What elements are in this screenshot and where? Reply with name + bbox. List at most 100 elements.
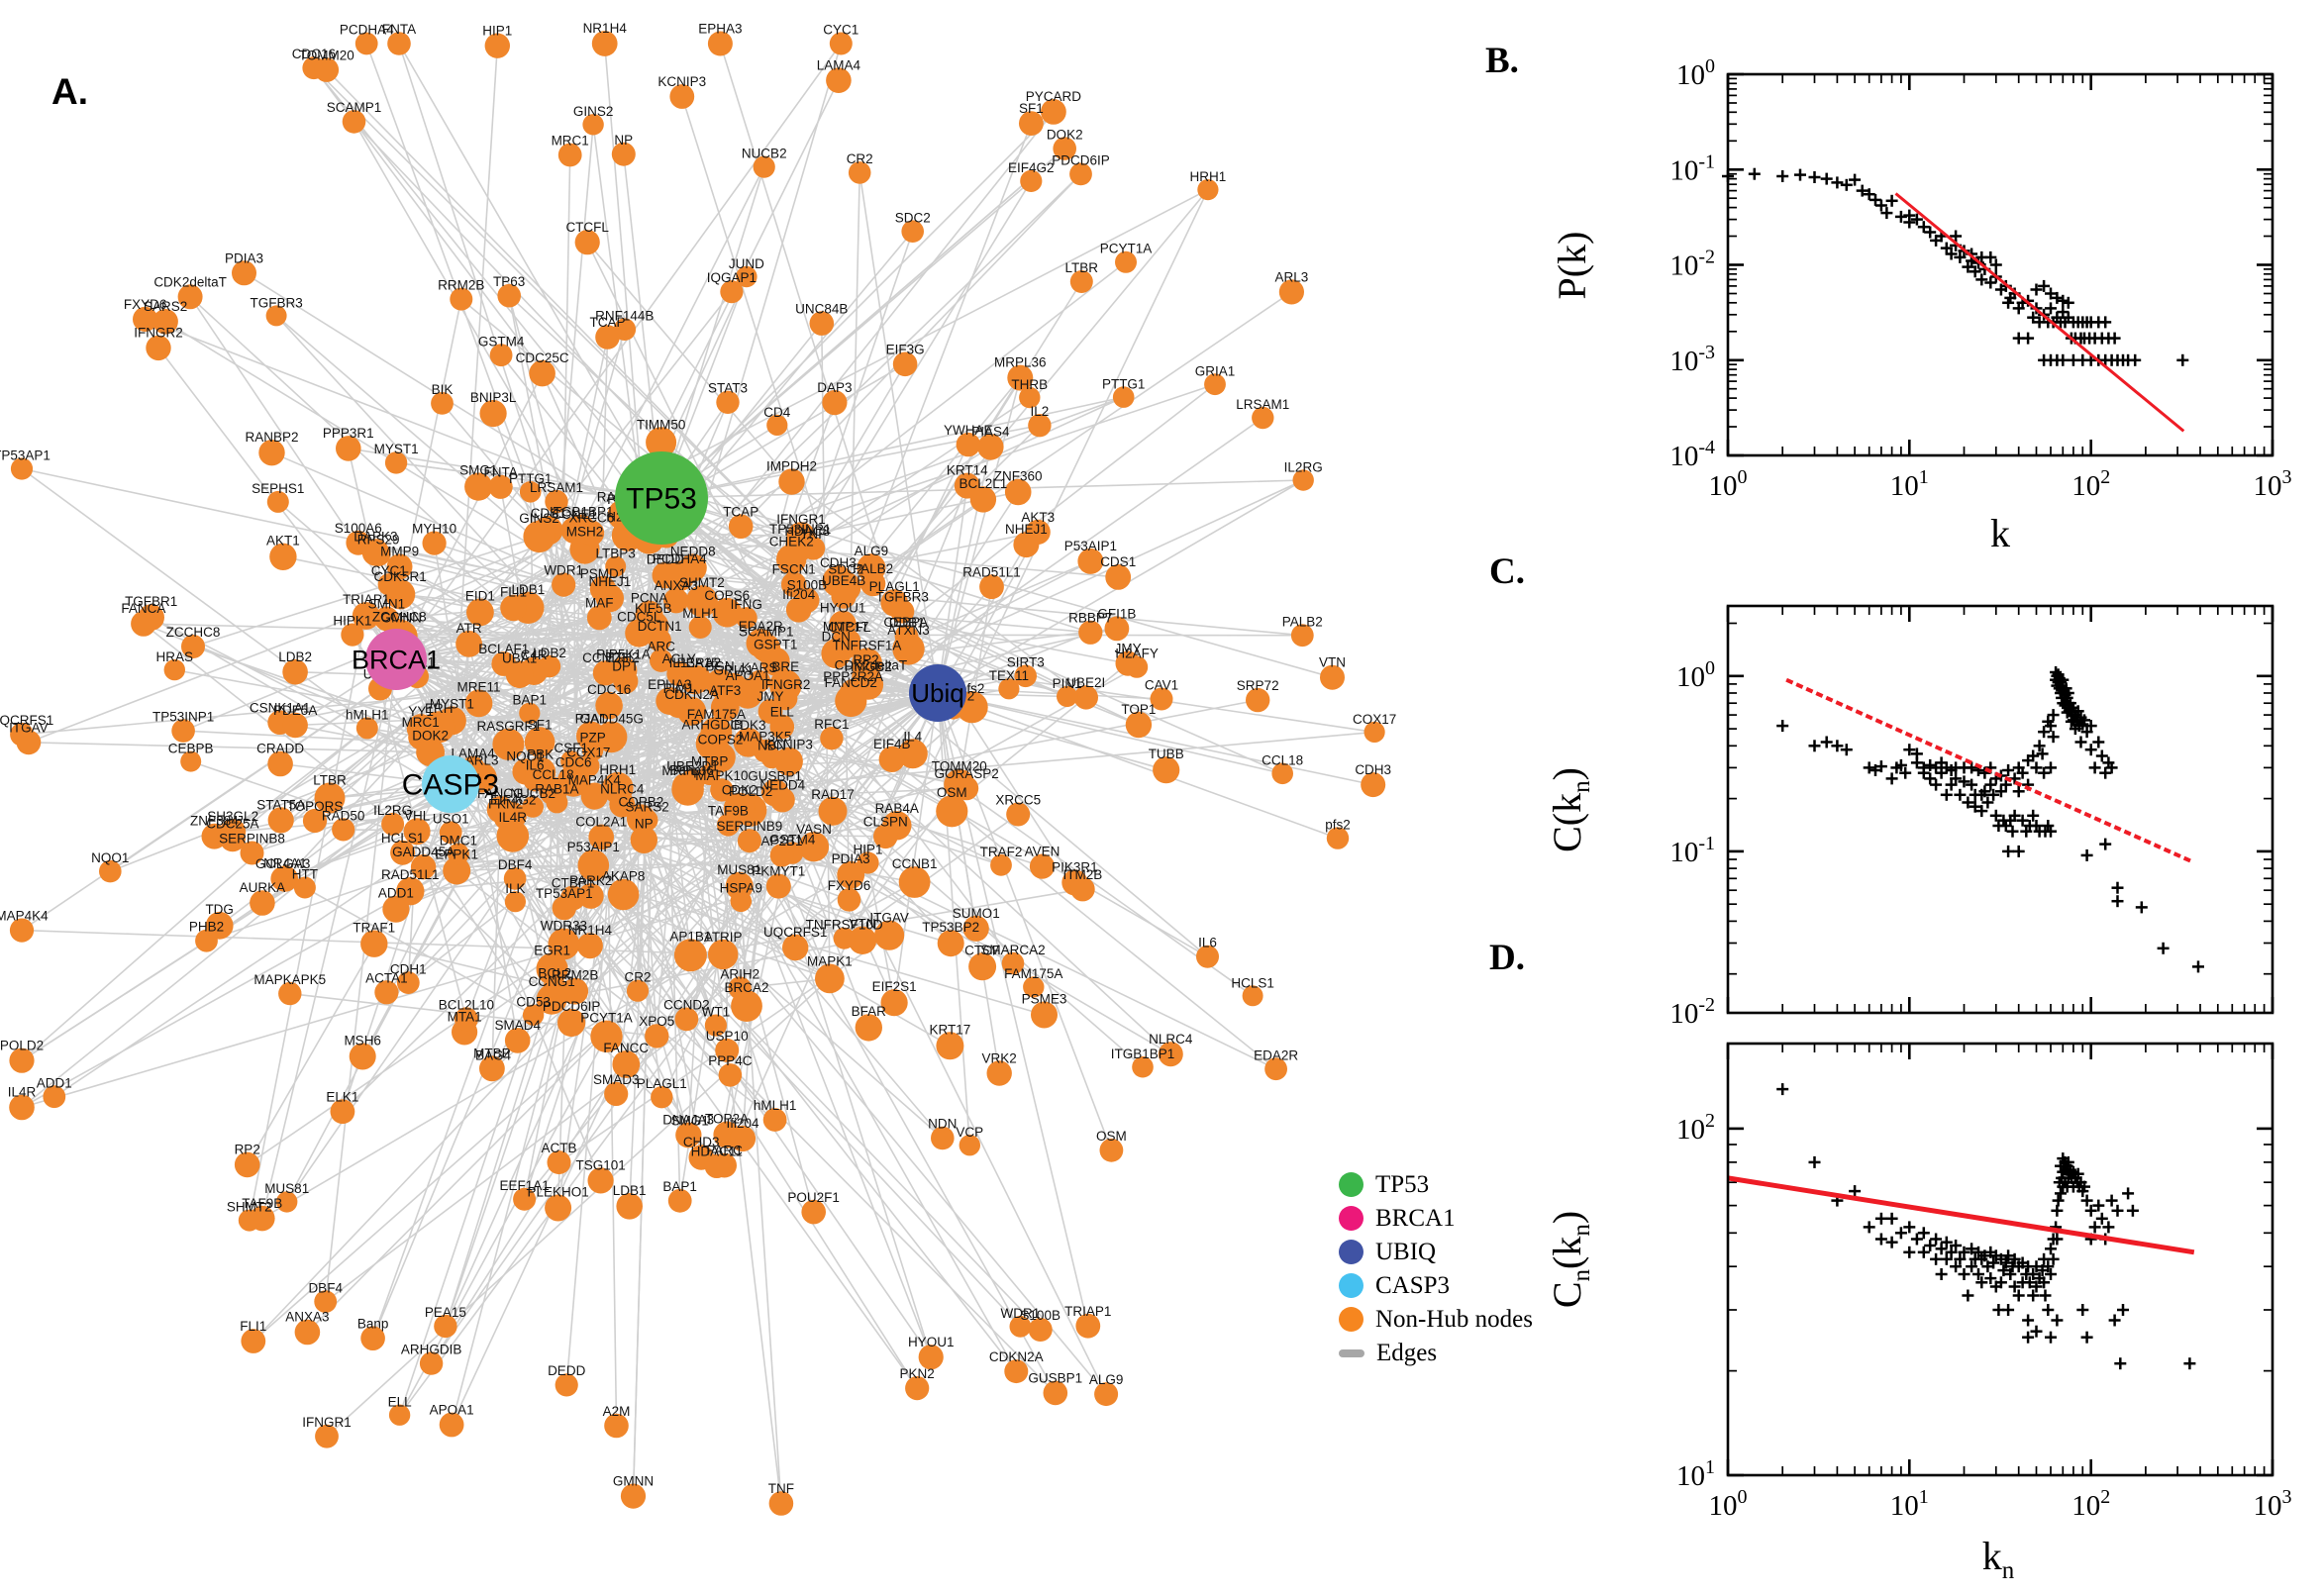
network-node[interactable] bbox=[990, 853, 1012, 876]
network-node[interactable] bbox=[591, 31, 618, 56]
network-node[interactable] bbox=[557, 1008, 586, 1038]
network-node[interactable] bbox=[267, 750, 293, 777]
network-node[interactable] bbox=[519, 702, 541, 724]
network-node[interactable] bbox=[1075, 1313, 1101, 1339]
network-node[interactable] bbox=[434, 1314, 457, 1339]
hub-node-brca1[interactable] bbox=[365, 629, 427, 690]
network-node[interactable] bbox=[648, 628, 671, 652]
network-node[interactable] bbox=[1099, 1138, 1124, 1162]
network-node[interactable] bbox=[616, 1193, 643, 1220]
network-node[interactable] bbox=[560, 885, 585, 911]
network-node[interactable] bbox=[181, 635, 205, 658]
network-node[interactable] bbox=[523, 520, 556, 553]
network-node[interactable] bbox=[513, 1187, 537, 1211]
network-node[interactable] bbox=[730, 890, 753, 913]
network-node[interactable] bbox=[818, 796, 848, 826]
network-node[interactable] bbox=[901, 220, 924, 243]
network-node[interactable] bbox=[1029, 853, 1056, 879]
network-node[interactable] bbox=[663, 588, 689, 614]
network-node[interactable] bbox=[673, 939, 707, 972]
network-node[interactable] bbox=[464, 689, 493, 718]
network-node[interactable] bbox=[384, 451, 408, 474]
network-node[interactable] bbox=[577, 849, 610, 881]
network-node[interactable] bbox=[831, 629, 860, 659]
network-node[interactable] bbox=[589, 575, 617, 603]
network-node[interactable] bbox=[723, 792, 756, 825]
network-node[interactable] bbox=[466, 598, 494, 627]
network-node[interactable] bbox=[720, 280, 744, 304]
network-node[interactable] bbox=[592, 660, 619, 686]
network-node[interactable] bbox=[1070, 876, 1095, 902]
network-node[interactable] bbox=[346, 530, 371, 555]
network-node[interactable] bbox=[529, 359, 556, 387]
network-node[interactable] bbox=[979, 574, 1004, 600]
network-node[interactable] bbox=[152, 309, 178, 335]
network-node[interactable] bbox=[234, 1151, 260, 1178]
network-node[interactable] bbox=[332, 818, 355, 842]
network-node[interactable] bbox=[403, 818, 431, 846]
network-node[interactable] bbox=[955, 776, 979, 801]
network-node[interactable] bbox=[1019, 111, 1044, 136]
network-node[interactable] bbox=[954, 472, 980, 499]
network-node[interactable] bbox=[587, 1167, 614, 1194]
network-node[interactable] bbox=[729, 1125, 757, 1152]
network-node[interactable] bbox=[1041, 99, 1066, 125]
network-node[interactable] bbox=[760, 647, 790, 676]
network-node[interactable] bbox=[220, 819, 247, 845]
network-node[interactable] bbox=[605, 555, 627, 577]
network-node[interactable] bbox=[880, 989, 908, 1017]
network-node[interactable] bbox=[892, 351, 918, 377]
network-node[interactable] bbox=[423, 711, 455, 744]
network-node[interactable] bbox=[1028, 1318, 1053, 1342]
network-node[interactable] bbox=[1105, 564, 1132, 590]
network-node[interactable] bbox=[557, 143, 582, 167]
network-node[interactable] bbox=[314, 1290, 338, 1313]
network-node[interactable] bbox=[486, 796, 514, 824]
network-node[interactable] bbox=[733, 728, 763, 757]
network-node[interactable] bbox=[977, 434, 1004, 460]
network-node[interactable] bbox=[1019, 386, 1041, 409]
network-node[interactable] bbox=[1013, 532, 1040, 558]
network-node[interactable] bbox=[685, 585, 718, 618]
network-node[interactable] bbox=[1361, 772, 1386, 798]
network-node[interactable] bbox=[557, 764, 590, 797]
network-node[interactable] bbox=[10, 457, 34, 480]
network-node[interactable] bbox=[898, 866, 931, 898]
network-node[interactable] bbox=[748, 669, 771, 693]
network-node[interactable] bbox=[431, 392, 454, 415]
network-node[interactable] bbox=[488, 474, 513, 499]
network-node[interactable] bbox=[1028, 414, 1052, 438]
network-node[interactable] bbox=[1006, 802, 1031, 827]
network-node[interactable] bbox=[704, 1014, 728, 1037]
network-node[interactable] bbox=[956, 432, 980, 457]
network-node[interactable] bbox=[705, 742, 736, 773]
network-node[interactable] bbox=[265, 305, 287, 327]
network-node[interactable] bbox=[374, 606, 399, 632]
network-node[interactable] bbox=[269, 543, 297, 570]
network-node[interactable] bbox=[387, 32, 411, 55]
network-node[interactable] bbox=[365, 542, 391, 566]
network-node[interactable] bbox=[1290, 624, 1314, 648]
network-node[interactable] bbox=[422, 531, 447, 555]
network-node[interactable] bbox=[195, 929, 218, 952]
network-node[interactable] bbox=[728, 514, 754, 539]
network-node[interactable] bbox=[163, 658, 185, 681]
network-node[interactable] bbox=[857, 851, 879, 874]
network-node[interactable] bbox=[897, 739, 928, 769]
network-node[interactable] bbox=[822, 390, 848, 416]
network-node[interactable] bbox=[710, 778, 734, 802]
network-node[interactable] bbox=[667, 1188, 692, 1213]
network-node[interactable] bbox=[439, 1412, 464, 1438]
network-node[interactable] bbox=[620, 1483, 647, 1509]
network-node[interactable] bbox=[9, 918, 35, 943]
network-node[interactable] bbox=[342, 110, 366, 134]
network-node[interactable] bbox=[666, 661, 692, 687]
hub-node-tp53[interactable] bbox=[615, 451, 708, 545]
network-node[interactable] bbox=[1292, 469, 1314, 491]
network-node[interactable] bbox=[250, 890, 275, 916]
network-node[interactable] bbox=[505, 660, 534, 689]
network-node[interactable] bbox=[504, 1028, 531, 1053]
network-node[interactable] bbox=[133, 306, 158, 332]
network-node[interactable] bbox=[578, 520, 605, 547]
network-node[interactable] bbox=[1009, 1315, 1032, 1338]
